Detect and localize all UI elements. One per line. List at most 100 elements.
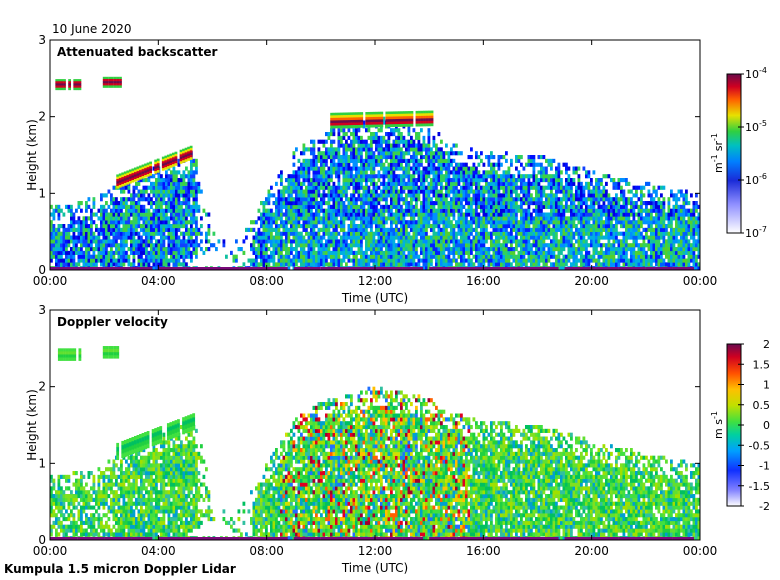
backscatter-cell	[447, 254, 451, 259]
backscatter-cell	[487, 250, 491, 255]
backscatter-cell	[430, 158, 433, 163]
backscatter-cell	[530, 220, 533, 225]
backscatter-cell	[567, 247, 571, 252]
backscatter-cell	[325, 193, 328, 198]
backscatter-cell	[275, 243, 278, 248]
backscatter-cell	[165, 250, 168, 255]
backscatter-cell	[485, 181, 488, 186]
backscatter-cell	[287, 174, 291, 179]
backscatter-cell	[190, 212, 193, 217]
backscatter-cell	[317, 201, 321, 206]
backscatter-cell	[447, 235, 451, 240]
backscatter-cell	[380, 128, 383, 133]
backscatter-cell	[502, 181, 506, 186]
backscatter-cell	[367, 235, 371, 240]
backscatter-cell	[550, 162, 553, 167]
backscatter-cell	[315, 193, 318, 198]
backscatter-cell	[590, 208, 593, 213]
backscatter-cell	[525, 239, 528, 244]
backscatter-cell	[350, 224, 353, 229]
backscatter-cell	[517, 174, 521, 179]
backscatter-cell	[537, 178, 541, 183]
backscatter-cell	[295, 147, 298, 152]
backscatter-cell	[327, 197, 331, 202]
backscatter-cell	[330, 197, 333, 202]
backscatter-cell	[290, 262, 293, 267]
backscatter-cell	[367, 258, 371, 263]
backscatter-cell	[500, 247, 503, 252]
backscatter-cell	[425, 185, 428, 190]
backscatter-cell	[457, 254, 461, 259]
backscatter-cell	[597, 197, 601, 202]
backscatter-cell	[337, 174, 341, 179]
backscatter-cell	[465, 239, 468, 244]
backscatter-cell	[172, 227, 176, 232]
backscatter-cell	[605, 262, 608, 267]
backscatter-cell	[527, 247, 531, 252]
backscatter-cell	[547, 247, 551, 252]
backscatter-cell	[422, 181, 426, 186]
backscatter-cell	[382, 243, 386, 248]
backscatter-cell	[585, 254, 588, 259]
backscatter-cell	[570, 204, 573, 209]
backscatter-cell	[420, 170, 423, 175]
backscatter-cell	[520, 155, 523, 160]
backscatter-cell	[382, 116, 386, 121]
backscatter-cell	[315, 189, 318, 194]
backscatter-cell	[552, 174, 556, 179]
backscatter-cell	[175, 220, 178, 225]
backscatter-cell	[307, 247, 311, 252]
backscatter-cell	[102, 243, 106, 248]
backscatter-cell	[600, 212, 603, 217]
backscatter-cell	[385, 189, 388, 194]
backscatter-cell	[190, 224, 193, 229]
backscatter-cell	[587, 204, 591, 209]
backscatter-cell	[302, 204, 306, 209]
backscatter-cell	[585, 212, 588, 217]
backscatter-cell	[417, 258, 421, 263]
backscatter-cell	[162, 231, 166, 236]
backscatter-cell	[500, 212, 503, 217]
backscatter-cell	[537, 208, 541, 213]
backscatter-cell	[550, 197, 553, 202]
backscatter-cell	[110, 258, 113, 263]
backscatter-cell	[472, 174, 476, 179]
backscatter-cell	[295, 193, 298, 198]
backscatter-cell	[480, 247, 483, 252]
backscatter-cell	[447, 258, 451, 263]
backscatter-cell	[307, 231, 311, 236]
backscatter-cell	[400, 208, 403, 213]
backscatter-cell	[537, 162, 541, 167]
backscatter-cell	[422, 235, 426, 240]
backscatter-cell	[592, 258, 596, 263]
backscatter-cell	[512, 174, 516, 179]
backscatter-cell	[110, 208, 113, 213]
backscatter-cell	[522, 239, 526, 244]
backscatter-cell	[535, 193, 538, 198]
backscatter-cell	[382, 189, 386, 194]
backscatter-cell	[517, 254, 521, 259]
backscatter-cell	[127, 227, 131, 232]
backscatter-cell	[75, 208, 78, 213]
backscatter-cell	[322, 254, 326, 259]
backscatter-cell	[350, 197, 353, 202]
backscatter-cell	[85, 216, 88, 221]
backscatter-cell	[340, 239, 343, 244]
backscatter-cell	[577, 208, 581, 213]
backscatter-cell	[100, 227, 103, 232]
backscatter-cell	[590, 181, 593, 186]
backscatter-cell	[370, 193, 373, 198]
backscatter-cell	[377, 193, 381, 198]
backscatter-cell	[322, 166, 326, 171]
backscatter-cell	[350, 239, 353, 244]
backscatter-cell	[395, 158, 398, 163]
backscatter-cell	[387, 212, 391, 217]
backscatter-cell	[567, 178, 571, 183]
backscatter-cell	[382, 231, 386, 236]
backscatter-cell	[480, 227, 483, 232]
backscatter-cell	[395, 197, 398, 202]
backscatter-cell	[507, 220, 511, 225]
backscatter-cell	[322, 250, 326, 255]
backscatter-cell	[270, 216, 273, 221]
backscatter-cell	[510, 181, 513, 186]
